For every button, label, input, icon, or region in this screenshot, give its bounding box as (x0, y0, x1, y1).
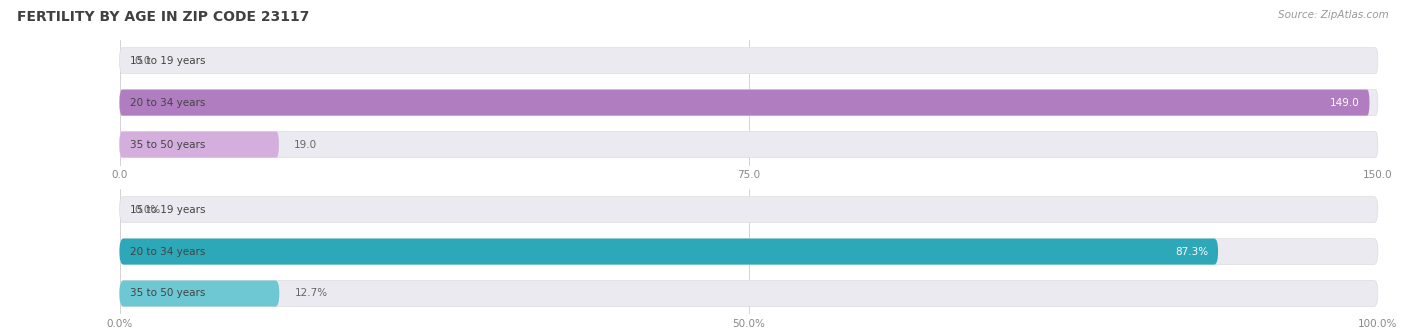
Text: 35 to 50 years: 35 to 50 years (129, 289, 205, 299)
Text: 15 to 19 years: 15 to 19 years (129, 205, 205, 214)
Text: 20 to 34 years: 20 to 34 years (129, 247, 205, 257)
Text: 0.0: 0.0 (135, 56, 150, 66)
Text: 15 to 19 years: 15 to 19 years (129, 56, 205, 66)
Text: Source: ZipAtlas.com: Source: ZipAtlas.com (1278, 10, 1389, 20)
Text: 149.0: 149.0 (1330, 98, 1360, 108)
Text: 0.0%: 0.0% (135, 205, 160, 214)
FancyBboxPatch shape (120, 280, 280, 307)
FancyBboxPatch shape (120, 131, 1378, 158)
FancyBboxPatch shape (120, 48, 1378, 74)
Text: FERTILITY BY AGE IN ZIP CODE 23117: FERTILITY BY AGE IN ZIP CODE 23117 (17, 10, 309, 24)
FancyBboxPatch shape (120, 90, 1378, 116)
FancyBboxPatch shape (120, 280, 1378, 307)
Text: 12.7%: 12.7% (294, 289, 328, 299)
FancyBboxPatch shape (120, 197, 1378, 223)
FancyBboxPatch shape (120, 239, 1378, 264)
FancyBboxPatch shape (120, 131, 278, 158)
FancyBboxPatch shape (120, 90, 1369, 116)
Text: 20 to 34 years: 20 to 34 years (129, 98, 205, 108)
Text: 87.3%: 87.3% (1175, 247, 1208, 257)
Text: 19.0: 19.0 (294, 140, 318, 150)
Text: 35 to 50 years: 35 to 50 years (129, 140, 205, 150)
FancyBboxPatch shape (120, 239, 1218, 264)
